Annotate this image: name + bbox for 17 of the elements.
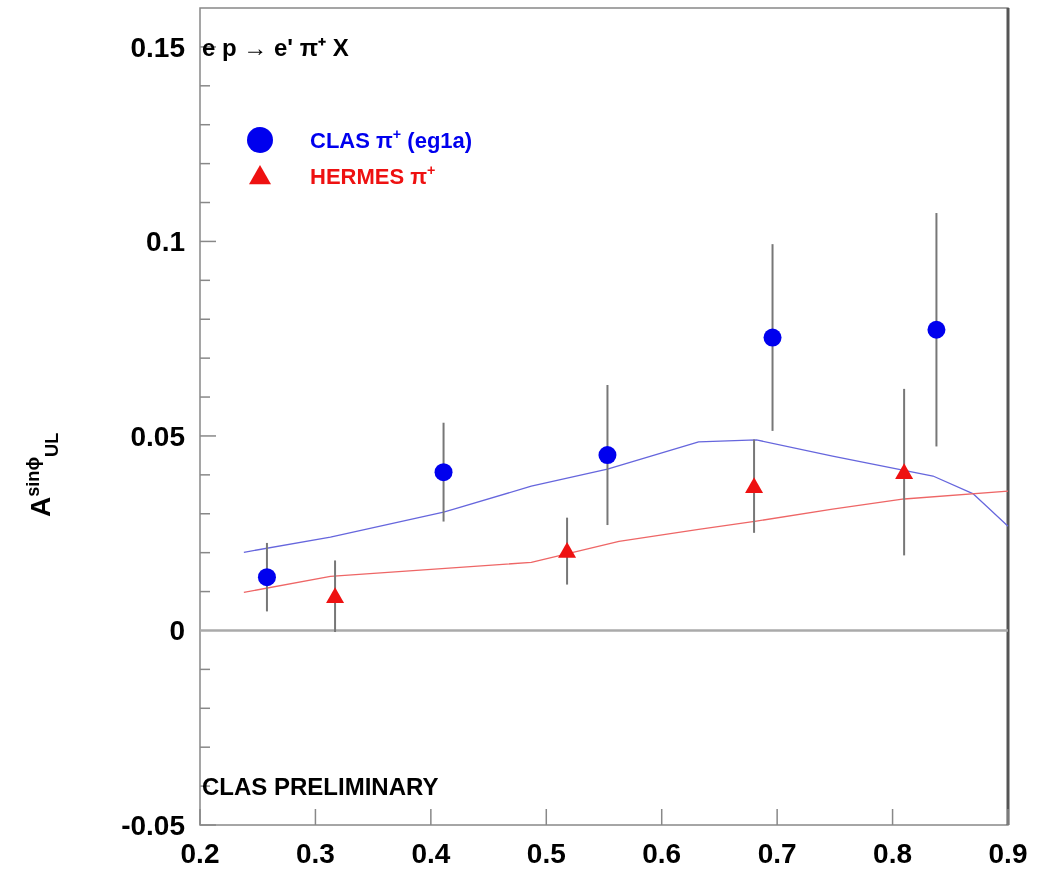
x-tick-label: 0.9 bbox=[988, 838, 1028, 869]
x-tick-label: 0.7 bbox=[757, 838, 797, 869]
x-tick-label: 0.5 bbox=[526, 838, 566, 869]
x-tick-label: 0.8 bbox=[873, 838, 913, 869]
y-tick-label: 0.1 bbox=[146, 226, 185, 258]
annotation: e p → e' π⁺ X bbox=[202, 34, 349, 61]
y-tick-label: 0.05 bbox=[130, 420, 185, 452]
annotation: CLAS PRELIMINARY bbox=[202, 773, 439, 800]
x-tick-label: 0.6 bbox=[642, 838, 682, 869]
legend-label: HERMES π$^{+}$ bbox=[310, 162, 436, 189]
y-tick-label: 0.15 bbox=[130, 31, 185, 63]
x-tick-label: 0.3 bbox=[295, 838, 335, 869]
y-tick-label: -0.05 bbox=[121, 809, 185, 841]
x-tick-label: 0.4 bbox=[411, 838, 451, 869]
legend-label: CLAS π$^{+}$ (eg1a) bbox=[310, 126, 473, 153]
y-tick-label: 0 bbox=[169, 615, 185, 647]
x-tick-label: 0.2 bbox=[180, 838, 220, 869]
